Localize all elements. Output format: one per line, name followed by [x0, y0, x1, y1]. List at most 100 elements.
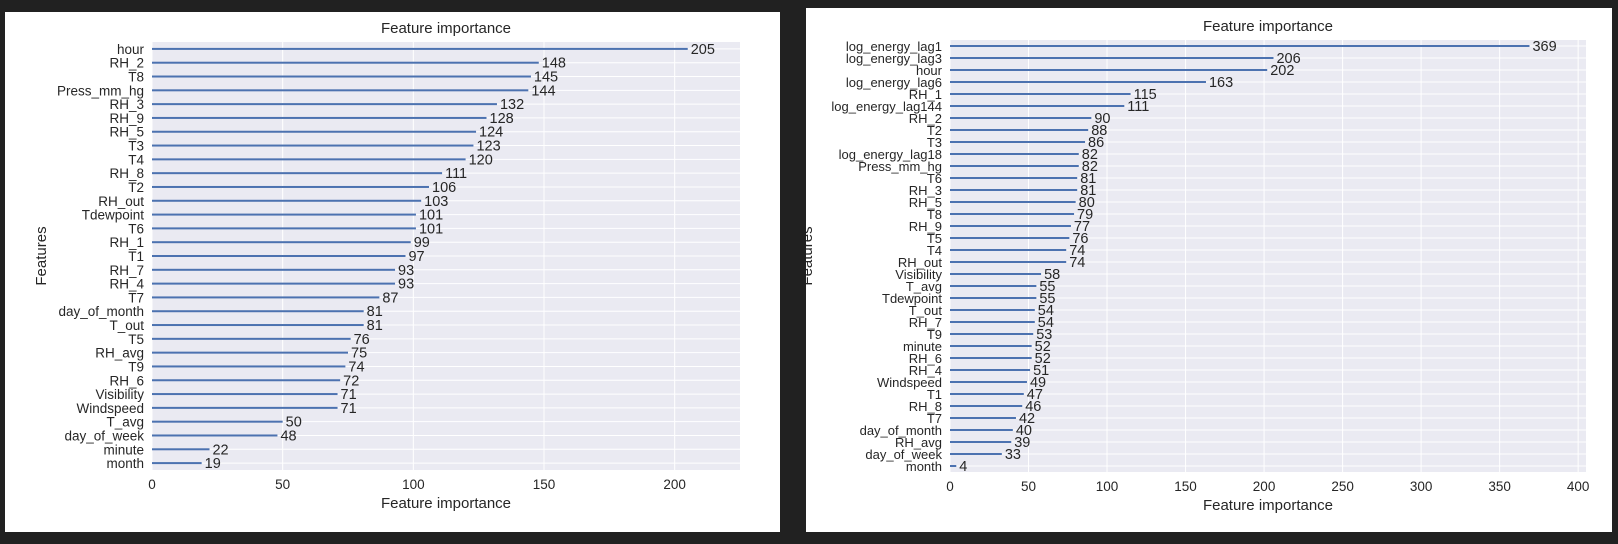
value-label: 75	[351, 346, 367, 362]
feature-importance-chart-right: 0 50 100 150 200 250 300 350 400 log_energy_lag1 3…	[806, 18, 1589, 514]
x-tick-label: 100	[402, 477, 425, 492]
bar	[950, 129, 1089, 131]
bar	[950, 357, 1032, 359]
bar	[950, 297, 1037, 299]
bar	[950, 249, 1067, 251]
category-label: T8	[927, 207, 942, 222]
bar	[152, 61, 539, 64]
bar	[950, 381, 1027, 383]
category-label: RH_4	[909, 363, 942, 378]
category-label: RH_avg	[95, 346, 144, 361]
category-label: Press_mm_hg	[57, 83, 144, 98]
category-label: Tdewpoint	[882, 291, 942, 306]
value-label: 19	[205, 456, 221, 472]
value-label: 82	[1082, 147, 1098, 163]
value-label: 115	[1134, 87, 1157, 103]
category-label: log_energy_lag6	[846, 75, 942, 90]
x-tick-label: 150	[1174, 479, 1197, 494]
bar	[950, 93, 1131, 95]
category-label: RH_2	[909, 111, 942, 126]
value-label: 4	[959, 459, 967, 475]
bar	[950, 417, 1016, 419]
category-label: T_out	[109, 318, 144, 333]
bar	[152, 255, 406, 257]
bar	[152, 185, 430, 188]
value-label: 81	[367, 304, 383, 320]
value-label: 52	[1035, 351, 1051, 367]
bar	[950, 237, 1070, 239]
category-label: minute	[103, 442, 144, 457]
bar	[152, 213, 416, 216]
category-label: RH_8	[909, 399, 942, 414]
value-label: 46	[1025, 399, 1041, 415]
value-label: 101	[419, 208, 443, 224]
value-label: 93	[398, 263, 414, 279]
bar	[950, 117, 1092, 119]
bar	[950, 333, 1034, 335]
value-label: 74	[1069, 243, 1085, 259]
value-label: 87	[382, 290, 398, 306]
feature-importance-chart-left: 0 50 100 150 200 hour 205 RH_2 148 T8 145 Press_mm_…	[33, 20, 740, 512]
bar	[152, 47, 688, 50]
bar	[152, 365, 346, 368]
bar	[950, 261, 1067, 263]
category-label: RH_6	[909, 351, 942, 366]
category-label: RH_5	[109, 125, 144, 140]
y-axis-label: Features	[806, 226, 816, 285]
category-label: T8	[128, 70, 144, 85]
bar	[950, 153, 1079, 155]
category-label: T6	[128, 221, 144, 236]
value-label: 369	[1532, 39, 1556, 55]
x-axis-label: Feature importance	[1203, 497, 1333, 514]
bar	[152, 337, 351, 340]
bar	[152, 448, 210, 451]
category-label: Visibility	[95, 387, 144, 402]
x-tick-label: 350	[1488, 479, 1511, 494]
bar	[152, 103, 497, 106]
x-tick-label: 200	[663, 477, 686, 492]
bar	[950, 165, 1079, 167]
value-label: 53	[1036, 327, 1052, 343]
bar	[950, 405, 1023, 407]
chart-title: Feature importance	[1203, 18, 1333, 35]
bar	[152, 227, 416, 230]
x-axis-label: Feature importance	[381, 495, 511, 512]
value-label: 47	[1027, 387, 1043, 403]
value-label: 86	[1088, 135, 1104, 151]
value-label: 93	[398, 277, 414, 293]
category-label: RH_1	[109, 235, 144, 250]
bar	[152, 89, 529, 92]
bar	[950, 189, 1078, 191]
bar	[950, 213, 1075, 215]
category-label: RH_1	[909, 87, 942, 102]
x-tick-label: 100	[1096, 479, 1119, 494]
category-label: RH_avg	[895, 435, 942, 450]
x-tick-label: 50	[275, 477, 290, 492]
bar	[950, 105, 1125, 107]
bar	[152, 158, 466, 161]
category-label: T1	[128, 249, 144, 264]
value-label: 111	[1127, 99, 1149, 115]
category-label: RH_5	[909, 195, 942, 210]
category-label: T9	[927, 327, 942, 342]
value-label: 163	[1209, 75, 1233, 91]
category-label: minute	[903, 339, 942, 354]
bar	[950, 225, 1071, 227]
bar	[152, 434, 278, 437]
bar	[950, 465, 957, 467]
category-label: RH_3	[109, 97, 144, 112]
value-label: 99	[414, 235, 430, 251]
value-label: 33	[1005, 447, 1021, 463]
value-label: 77	[1074, 219, 1090, 235]
value-label: 40	[1016, 423, 1032, 439]
bar	[950, 393, 1024, 395]
bar	[950, 285, 1037, 287]
category-label: day_of_month	[58, 304, 144, 319]
x-tick-label: 200	[1253, 479, 1276, 494]
value-label: 132	[500, 97, 524, 113]
value-label: 81	[367, 318, 383, 334]
bar	[152, 75, 531, 78]
bar	[152, 393, 338, 396]
category-label: T4	[128, 152, 144, 167]
category-label: RH_7	[109, 263, 144, 278]
